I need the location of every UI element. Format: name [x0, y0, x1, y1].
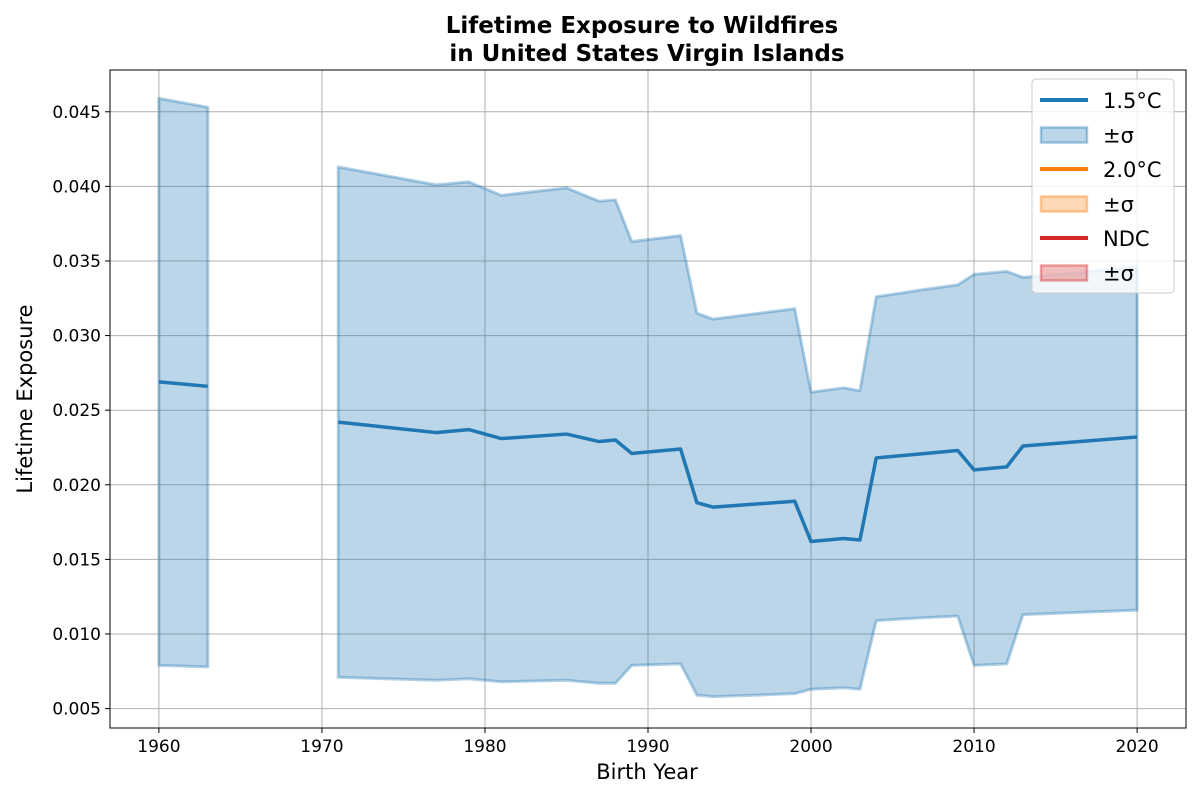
y-tick-label: 0.045: [52, 103, 101, 123]
legend-label: NDC: [1103, 227, 1150, 251]
series-line: [158, 380, 208, 389]
legend-band-swatch: [1039, 195, 1089, 213]
legend-label: 2.0°C: [1103, 158, 1162, 182]
y-tick-label: 0.025: [52, 401, 101, 421]
legend-label: ±σ: [1103, 124, 1134, 148]
x-tick-label: 1980: [463, 737, 506, 757]
chart-title-line1: Lifetime Exposure to Wildfires: [446, 13, 839, 39]
chart-title-line2: in United States Virgin Islands: [449, 41, 844, 67]
x-tick-label: 1970: [300, 737, 343, 757]
x-tick-label: 2010: [952, 737, 995, 757]
legend-label: ±σ: [1103, 262, 1134, 286]
series-lines: [158, 380, 1138, 544]
x-tick-label: 2020: [1115, 737, 1158, 757]
y-axis-label: Lifetime Exposure: [13, 304, 37, 493]
legend-label: 1.5°C: [1103, 89, 1162, 113]
x-tick-label: 1990: [626, 737, 669, 757]
y-tick-label: 0.040: [52, 177, 101, 197]
y-tick-label: 0.020: [52, 476, 101, 496]
x-tick-label: 1960: [137, 737, 180, 757]
y-tick-label: 0.030: [52, 327, 101, 347]
legend-band-swatch: [1039, 264, 1089, 282]
y-axis-ticks: 0.005 0.010 0.015 0.020 0.025 0.030 0.035 0.040…: [52, 103, 110, 720]
sigma-band: [336, 165, 1139, 699]
x-axis-label: Birth Year: [596, 760, 698, 784]
x-tick-label: 2000: [789, 737, 832, 757]
y-tick-label: 0.035: [52, 252, 101, 272]
legend: 1.5°C ±σ 2.0°C ±σ NDC ±σ: [1031, 78, 1175, 294]
legend-band-swatch: [1039, 126, 1089, 144]
y-tick-label: 0.005: [52, 700, 101, 720]
grid: [110, 70, 1186, 728]
y-tick-label: 0.010: [52, 625, 101, 645]
chart-title: Lifetime Exposure to Wildfires in United…: [446, 13, 845, 67]
series-line: [338, 420, 1138, 544]
y-tick-label: 0.015: [52, 550, 101, 570]
legend-label: ±σ: [1103, 193, 1134, 217]
x-axis-ticks: 1960 1970 1980 1990 2000 2010 2020: [137, 728, 1159, 757]
